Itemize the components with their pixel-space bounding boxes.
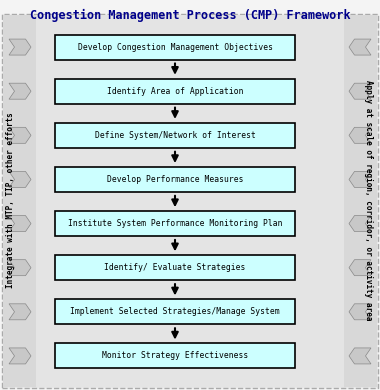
Polygon shape	[349, 260, 371, 276]
FancyBboxPatch shape	[55, 255, 295, 280]
Text: Develop Performance Measures: Develop Performance Measures	[107, 175, 243, 184]
Text: Apply at scale of region, corridor, or activity area: Apply at scale of region, corridor, or a…	[364, 80, 374, 320]
Polygon shape	[349, 83, 371, 99]
Polygon shape	[349, 348, 371, 364]
FancyBboxPatch shape	[36, 15, 344, 387]
Text: Congestion Management Process (CMP) Framework: Congestion Management Process (CMP) Fram…	[30, 9, 350, 22]
FancyBboxPatch shape	[55, 211, 295, 236]
Text: Integrate with MTP, TIP, other efforts: Integrate with MTP, TIP, other efforts	[6, 112, 16, 288]
Polygon shape	[349, 304, 371, 320]
FancyBboxPatch shape	[55, 79, 295, 104]
Text: Identify/ Evaluate Strategies: Identify/ Evaluate Strategies	[105, 263, 246, 272]
Polygon shape	[9, 348, 31, 364]
FancyBboxPatch shape	[2, 14, 378, 388]
Text: Institute System Performance Monitoring Plan: Institute System Performance Monitoring …	[68, 219, 282, 228]
Polygon shape	[349, 172, 371, 188]
Text: Monitor Strategy Effectiveness: Monitor Strategy Effectiveness	[102, 351, 248, 360]
Text: Identify Area of Application: Identify Area of Application	[107, 87, 243, 96]
FancyBboxPatch shape	[3, 15, 36, 387]
Polygon shape	[349, 216, 371, 232]
Polygon shape	[9, 260, 31, 276]
Text: Define System/Network of Interest: Define System/Network of Interest	[95, 131, 255, 140]
FancyBboxPatch shape	[344, 15, 377, 387]
Polygon shape	[9, 39, 31, 55]
Text: Develop Congestion Management Objectives: Develop Congestion Management Objectives	[78, 43, 272, 51]
Text: Implement Selected Strategies/Manage System: Implement Selected Strategies/Manage Sys…	[70, 307, 280, 316]
Polygon shape	[9, 304, 31, 320]
FancyBboxPatch shape	[55, 167, 295, 192]
FancyBboxPatch shape	[55, 344, 295, 369]
Polygon shape	[349, 127, 371, 143]
Polygon shape	[349, 39, 371, 55]
FancyBboxPatch shape	[55, 35, 295, 60]
Polygon shape	[9, 172, 31, 188]
FancyBboxPatch shape	[55, 299, 295, 324]
Polygon shape	[9, 83, 31, 99]
FancyBboxPatch shape	[55, 123, 295, 148]
Polygon shape	[9, 127, 31, 143]
Polygon shape	[9, 216, 31, 232]
